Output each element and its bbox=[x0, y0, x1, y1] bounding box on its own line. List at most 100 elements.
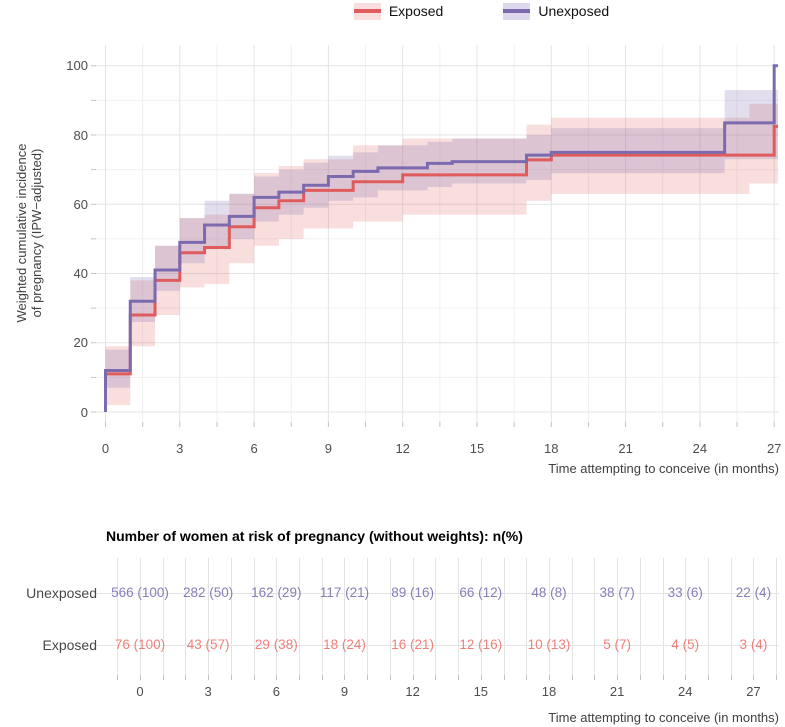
table-x-tick-label: 0 bbox=[136, 684, 144, 699]
risk-value: 16 (21) bbox=[391, 637, 435, 652]
table-gridline bbox=[617, 558, 619, 675]
risk-value: 3 (4) bbox=[739, 637, 768, 652]
table-axis-tick bbox=[230, 675, 232, 680]
table-gridline bbox=[344, 558, 346, 675]
risk-value: 38 (7) bbox=[599, 585, 635, 600]
exposed-ci-band bbox=[105, 103, 778, 406]
table-axis-tick bbox=[708, 675, 709, 680]
x-tick-label: 18 bbox=[544, 441, 559, 456]
risk-table-title: Number of women at risk of pregnancy (wi… bbox=[106, 528, 523, 544]
table-gridline bbox=[208, 558, 210, 675]
table-gridline bbox=[96, 645, 779, 646]
table-axis-tick bbox=[753, 675, 755, 680]
x-tick-label: 6 bbox=[250, 441, 258, 456]
table-gridline bbox=[458, 558, 460, 675]
table-axis-tick bbox=[594, 675, 596, 680]
x-tick-label: 9 bbox=[324, 441, 332, 456]
table-axis-tick bbox=[185, 675, 187, 680]
table-axis-tick bbox=[730, 675, 732, 680]
grid-minor bbox=[96, 45, 779, 422]
table-gridline bbox=[253, 558, 255, 675]
table-axis-tick bbox=[367, 675, 369, 680]
y-tick-label: 60 bbox=[73, 196, 88, 212]
risk-value: 66 (12) bbox=[459, 585, 503, 600]
table-axis-tick bbox=[571, 675, 573, 680]
table-gridline bbox=[299, 558, 301, 675]
table-x-tick-label: 27 bbox=[746, 684, 761, 699]
x-tick-label: 27 bbox=[766, 441, 782, 456]
x-tick-label: 21 bbox=[618, 441, 633, 456]
table-gridline bbox=[117, 558, 119, 675]
legend-item-exposed: Exposed bbox=[353, 2, 444, 20]
risk-row-label-exposed: Exposed bbox=[42, 637, 97, 653]
table-axis-tick bbox=[617, 675, 619, 680]
risk-value: 162 (29) bbox=[251, 585, 302, 600]
risk-value: 4 (5) bbox=[671, 637, 700, 652]
table-axis-tick bbox=[344, 675, 346, 680]
table-axis-tick bbox=[389, 675, 391, 680]
table-x-tick-label: 3 bbox=[204, 684, 212, 699]
table-gridline bbox=[435, 558, 437, 675]
risk-row-label-unexposed: Unexposed bbox=[26, 585, 97, 601]
table-axis-tick bbox=[526, 675, 528, 680]
table-gridline bbox=[185, 558, 187, 675]
table-gridline bbox=[96, 593, 779, 594]
table-gridline bbox=[685, 558, 687, 675]
table-axis-tick bbox=[162, 675, 164, 680]
table-gridline bbox=[276, 558, 278, 675]
table-axis-tick bbox=[208, 675, 210, 680]
risk-value: 22 (4) bbox=[735, 585, 772, 600]
risk-value: 10 (13) bbox=[527, 637, 571, 652]
table-gridline bbox=[548, 558, 550, 675]
table-x-tick-label: 21 bbox=[609, 684, 625, 699]
table-axis-tick bbox=[412, 675, 414, 680]
x-tick-label: 0 bbox=[101, 441, 110, 456]
risk-value: 48 (8) bbox=[531, 585, 567, 600]
y-tick-label: 0 bbox=[80, 404, 88, 420]
risk-value: 282 (50) bbox=[183, 585, 234, 600]
y-tick-label: 20 bbox=[73, 335, 88, 351]
table-axis-tick bbox=[299, 675, 301, 680]
risk-value: 89 (16) bbox=[391, 585, 435, 600]
unexposed-legend-line-icon bbox=[503, 9, 531, 13]
risk-value: 43 (57) bbox=[186, 637, 230, 652]
table-gridline bbox=[389, 558, 391, 675]
y-tick-label: 40 bbox=[73, 266, 88, 281]
y-tick-label: 80 bbox=[73, 127, 88, 143]
table-gridline bbox=[412, 558, 414, 675]
table-axis-tick bbox=[321, 675, 323, 680]
x-tick-label: 3 bbox=[176, 441, 184, 456]
table-axis-tick bbox=[503, 675, 505, 680]
legend-item-unexposed: Unexposed bbox=[503, 2, 610, 20]
risk-value: 29 (38) bbox=[254, 637, 298, 652]
table-x-tick-label: 6 bbox=[272, 684, 280, 699]
table-gridline bbox=[321, 558, 323, 675]
table-gridline bbox=[526, 558, 528, 675]
risk-value: 117 (21) bbox=[319, 585, 370, 600]
table-gridline bbox=[639, 558, 641, 675]
table-gridline bbox=[571, 558, 573, 675]
table-axis-tick bbox=[776, 675, 778, 680]
risk-value: 33 (6) bbox=[667, 585, 703, 600]
table-x-axis-title: Time attempting to conceive (in months) bbox=[548, 710, 779, 725]
table-gridline bbox=[662, 558, 664, 675]
legend-item-label: Unexposed bbox=[538, 3, 610, 19]
table-gridline bbox=[753, 558, 755, 675]
legend-item-label: Exposed bbox=[388, 3, 444, 19]
axis-ticks bbox=[91, 65, 775, 427]
y-tick-label: 100 bbox=[66, 58, 88, 74]
table-axis-tick bbox=[480, 675, 482, 680]
risk-value: 76 (100) bbox=[114, 637, 166, 652]
table-gridline bbox=[503, 558, 505, 675]
risk-value: 12 (16) bbox=[459, 637, 503, 652]
unexposed-legend-swatch bbox=[503, 2, 531, 20]
risk-value: 18 (24) bbox=[323, 637, 366, 652]
table-gridline bbox=[480, 558, 482, 675]
table-axis-tick bbox=[117, 675, 119, 680]
table-axis-tick bbox=[639, 675, 641, 680]
table-gridline bbox=[708, 558, 709, 675]
chart-x-axis-title: Time attempting to conceive (in months) bbox=[548, 461, 779, 476]
table-axis-tick bbox=[253, 675, 255, 680]
table-gridline bbox=[594, 558, 596, 675]
